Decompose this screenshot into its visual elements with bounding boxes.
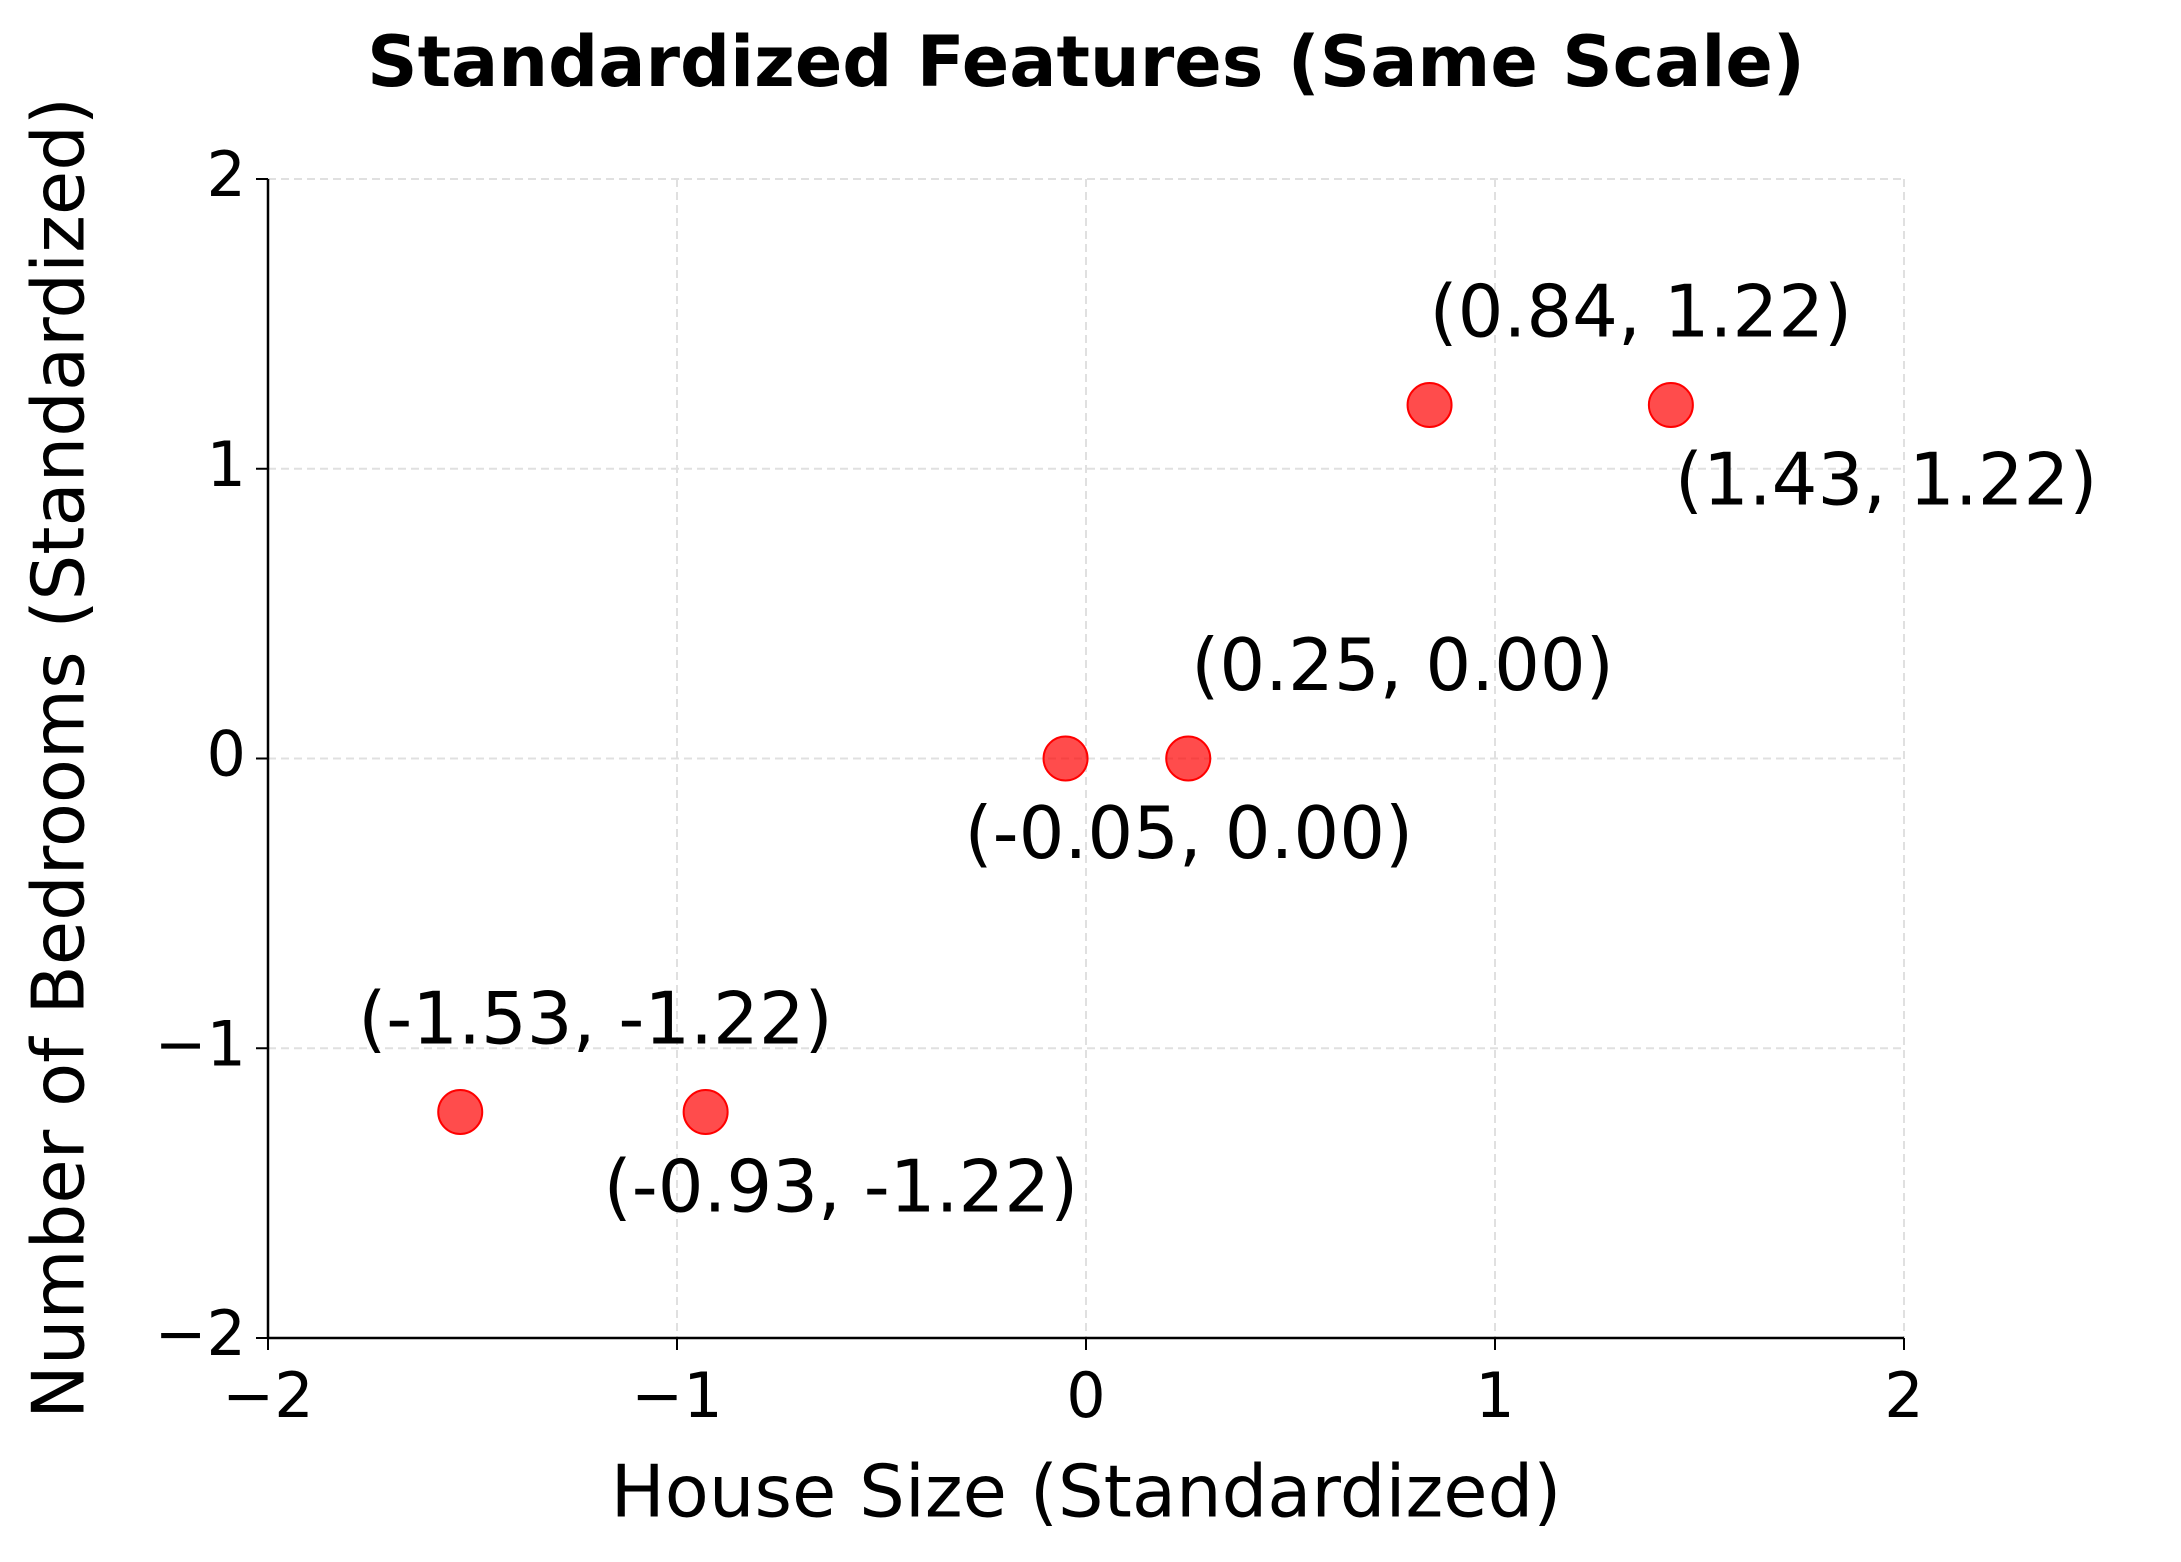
- x-axis-label: House Size (Standardized): [611, 1450, 1562, 1534]
- chart-title: Standardized Features (Same Scale): [367, 21, 1805, 103]
- point: [437, 1088, 484, 1135]
- x-tick-label: 2: [1884, 1359, 1923, 1432]
- y-tick-label: −2: [155, 1297, 246, 1370]
- y-axis-label: Number of Bedrooms (Standardized): [17, 97, 101, 1419]
- point-label: (1.43, 1.22): [1675, 438, 2098, 522]
- point: [1165, 735, 1212, 782]
- x-tick-label: −1: [631, 1359, 722, 1432]
- x-tick-label: −2: [222, 1359, 313, 1432]
- point: [1042, 735, 1089, 782]
- y-tick-label: 0: [207, 718, 246, 791]
- point-label: (0.25, 0.00): [1191, 623, 1614, 707]
- y-tick-label: 1: [207, 428, 246, 501]
- point: [1647, 382, 1694, 429]
- point-label: (-0.93, -1.22): [604, 1145, 1079, 1229]
- point-label: (0.84, 1.22): [1430, 270, 1853, 354]
- x-tick-label: 0: [1066, 1359, 1105, 1432]
- x-tick-label: 1: [1475, 1359, 1514, 1432]
- y-tick-label: 2: [207, 138, 246, 211]
- point-label: (-0.05, 0.00): [965, 791, 1414, 875]
- point: [1406, 382, 1453, 429]
- point-label: (-1.53, -1.22): [358, 977, 833, 1061]
- point: [682, 1088, 729, 1135]
- y-tick-label: −1: [155, 1007, 246, 1080]
